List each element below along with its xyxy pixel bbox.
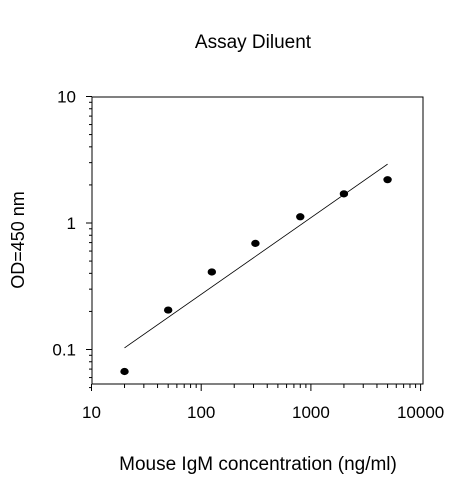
fit-line [124, 163, 388, 349]
plot-marks: 10 100 1000 10000 0.1 1 10 [52, 88, 444, 423]
y-tick-label: 10 [57, 88, 76, 107]
y-tick-label: 1 [67, 214, 76, 233]
y-tick-label: 0.1 [52, 341, 76, 360]
x-tick-label: 10000 [397, 403, 444, 422]
data-point [339, 190, 349, 198]
y-axis-label: OD=450 nm [8, 191, 28, 289]
x-tick-label: 10 [82, 403, 101, 422]
data-point [251, 239, 260, 247]
data-point [383, 176, 392, 184]
data-point [163, 306, 173, 314]
data-point [207, 268, 217, 276]
chart-title: Assay Diluent [195, 32, 312, 53]
x-tick-label: 100 [187, 403, 215, 422]
x-tick-label: 1000 [292, 403, 330, 422]
data-point [120, 367, 129, 376]
data-point [296, 213, 305, 221]
plot-frame [91, 96, 424, 385]
x-axis-label: Mouse IgM concentration (ng/ml) [119, 454, 397, 475]
